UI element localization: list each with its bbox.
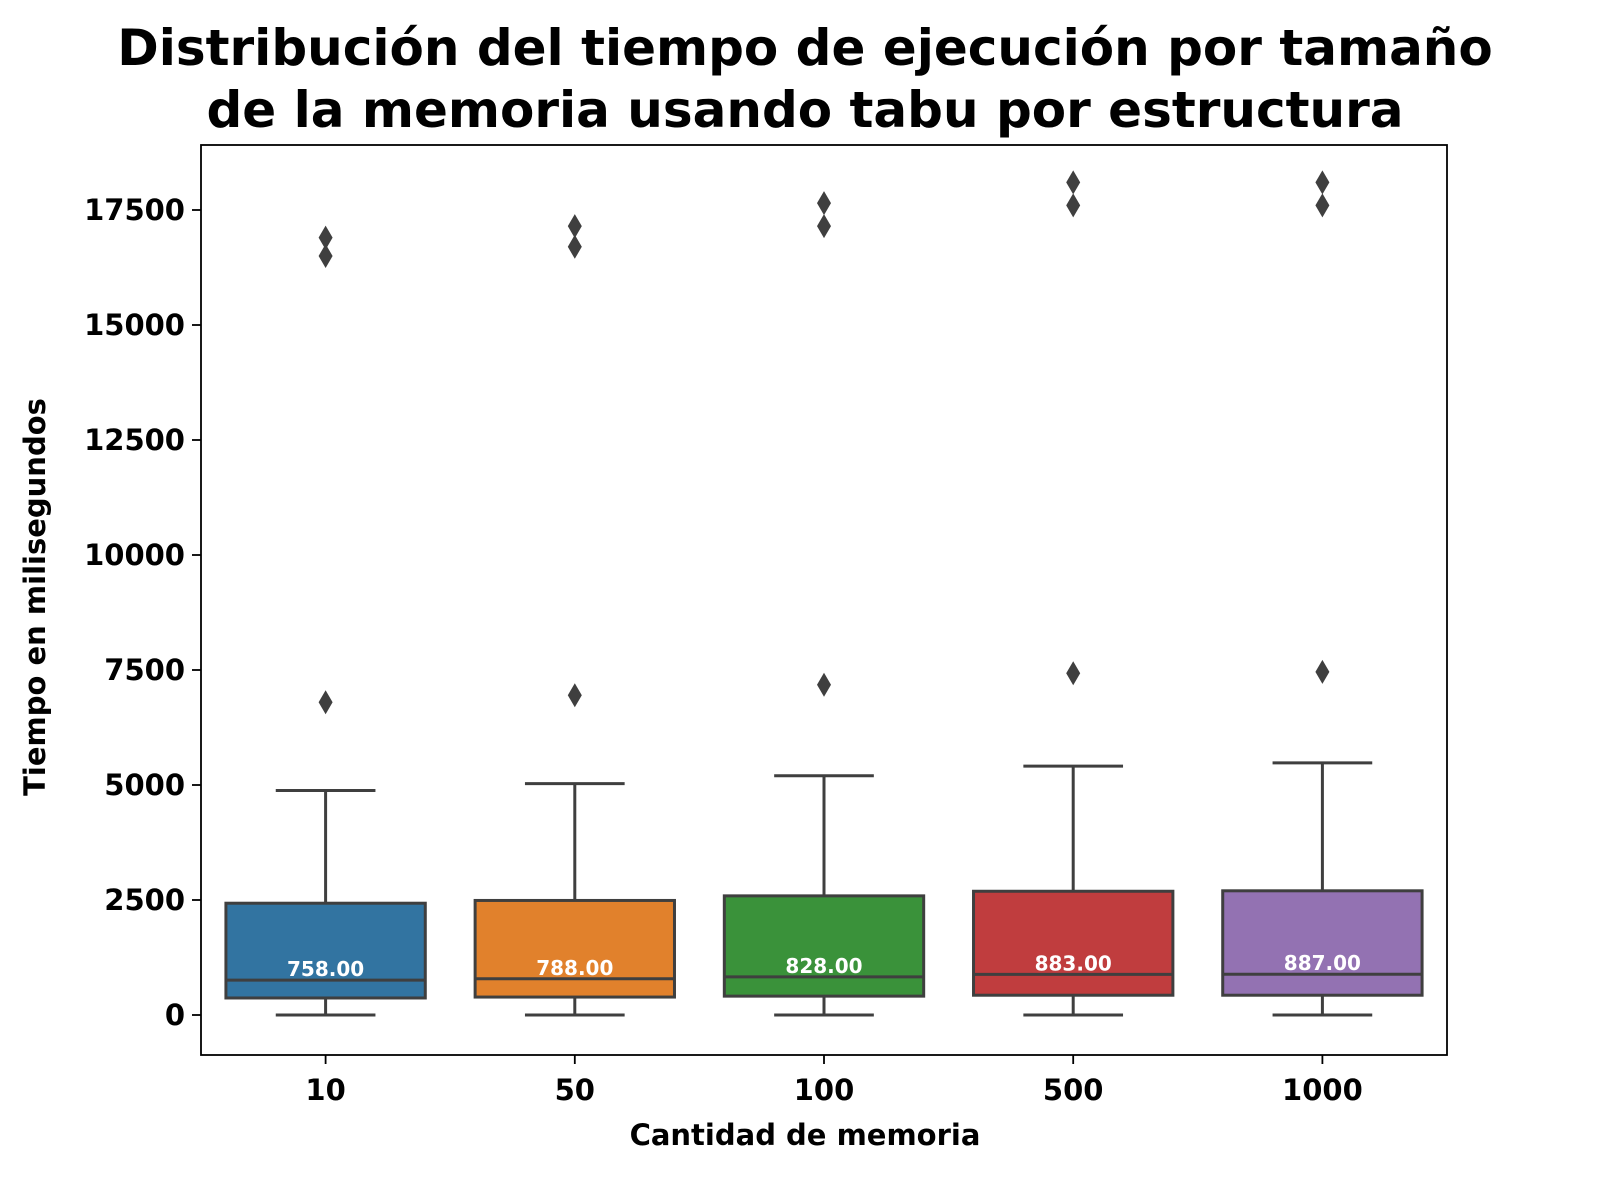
outlier-point: [1066, 170, 1081, 195]
y-tick-label: 7500: [104, 653, 185, 687]
x-tick-label: 100: [794, 1073, 855, 1107]
box-body: [722, 894, 926, 998]
plot-area-frame: [200, 144, 1448, 1056]
outlier-point: [1066, 193, 1081, 218]
outlier-point: [817, 191, 831, 216]
y-axis-ticks: 0 2500 5000 7500 10000 12500 15000 17500: [84, 193, 201, 1032]
y-axis-label: Tiempo en milisegundos: [18, 398, 52, 796]
box-100: 828.00: [722, 191, 926, 1017]
box-1000: 887.00: [1221, 170, 1424, 1017]
median-value-label: 758.00: [287, 957, 364, 981]
median-value-label: 788.00: [536, 956, 613, 980]
y-tick-label: 12500: [84, 423, 185, 457]
outlier-point: [318, 225, 333, 250]
outlier-point: [567, 683, 582, 708]
x-axis-label: Cantidad de memoria: [630, 1118, 981, 1152]
chart-title-line-1: Distribución del tiempo de ejecución por…: [117, 19, 1493, 77]
chart-title-line-2: de la memoria usando tabu por estructura: [206, 81, 1403, 139]
x-tick-label: 1000: [1282, 1073, 1363, 1107]
outlier-point: [318, 690, 333, 715]
x-tick-label: 10: [305, 1073, 345, 1107]
y-tick-label: 10000: [84, 538, 185, 572]
outlier-point: [318, 244, 333, 268]
outlier-point: [1315, 659, 1330, 684]
y-tick-label: 15000: [84, 308, 185, 342]
box-body: [224, 901, 427, 1000]
box-50: 788.00: [473, 214, 676, 1017]
x-tick-label: 50: [555, 1073, 595, 1107]
median-value-label: 883.00: [1035, 951, 1112, 975]
median-value-label: 828.00: [785, 954, 862, 978]
outlier-point: [1315, 193, 1330, 218]
box-500: 883.00: [972, 170, 1175, 1017]
outlier-point: [567, 234, 582, 259]
y-tick-label: 2500: [104, 883, 185, 917]
box-series: 758.00 788.00 828.00 883.00 887.00: [224, 170, 1424, 1017]
y-tick-label: 0: [165, 998, 185, 1032]
outlier-point: [1315, 170, 1330, 195]
x-axis-ticks: 10 50 100 500 1000: [305, 1055, 1363, 1107]
median-value-label: 887.00: [1284, 951, 1361, 975]
x-tick-label: 500: [1043, 1073, 1104, 1107]
box-body: [473, 898, 676, 999]
outlier-point: [817, 672, 831, 697]
y-tick-label: 5000: [104, 768, 185, 802]
outlier-point: [1066, 661, 1081, 686]
y-tick-label: 17500: [84, 193, 185, 227]
outlier-point: [817, 214, 831, 239]
box-body: [972, 889, 1175, 997]
outlier-point: [567, 214, 582, 239]
box-10: 758.00: [224, 225, 427, 1017]
box-body: [1221, 889, 1424, 997]
